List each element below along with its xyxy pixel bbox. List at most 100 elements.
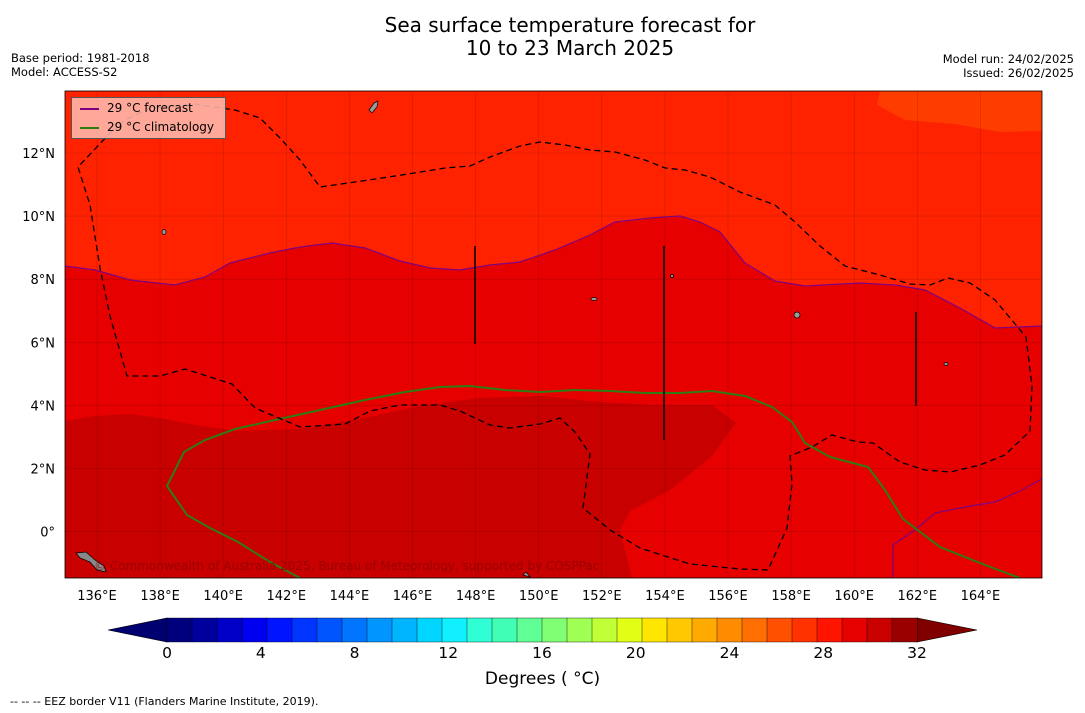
- lon-tick-label: 152°E: [582, 589, 622, 604]
- colorbar-tick-label: 0: [162, 644, 172, 662]
- legend-forecast: 29 °C forecast: [80, 100, 193, 116]
- eez-border: [77, 103, 1033, 571]
- colorbar-swatch: [266, 617, 293, 643]
- colorbar-swatch: [516, 617, 543, 643]
- colorbar-swatch: [166, 617, 193, 643]
- lat-tick-label: 0°: [40, 526, 55, 541]
- model-run-text: Model run: 24/02/2025: [942, 52, 1074, 66]
- colorbar-swatch: [866, 617, 893, 643]
- colorbar-swatch: [466, 617, 493, 643]
- climatology-swatch: [80, 126, 99, 129]
- island: [793, 311, 801, 319]
- colorbar-high-extend: [916, 617, 978, 643]
- lat-tick-label: 10°N: [22, 210, 55, 225]
- colorbar-swatch: [316, 617, 343, 643]
- colorbar-low-extend: [107, 617, 168, 643]
- lon-tick-label: 136°E: [77, 589, 117, 604]
- colorbar-tick-label: 12: [438, 644, 458, 662]
- colorbar: 0 4 8 12 16 20 24 28 32: [107, 617, 978, 662]
- lon-tick-label: 138°E: [140, 589, 180, 604]
- colorbar-swatch: [416, 617, 443, 643]
- map-border: [64, 90, 1043, 579]
- colorbar-swatch: [641, 617, 668, 643]
- colorbar-swatch: [791, 617, 818, 643]
- lon-tick-label: 164°E: [961, 589, 1001, 604]
- colorbar-tick-label: 8: [350, 644, 360, 662]
- colorbar-swatch: [491, 617, 518, 643]
- lon-tick-label: 154°E: [645, 589, 685, 604]
- colorbar-swatch: [691, 617, 718, 643]
- base-period-text: Base period: 1981-2018: [11, 51, 150, 65]
- colorbar-title: Degrees ( °C): [484, 669, 601, 689]
- lat-tick-label: 4°N: [31, 399, 56, 414]
- island: [368, 100, 379, 114]
- forecast-29c-contour: [65, 215, 1042, 329]
- colorbar-swatch: [891, 617, 918, 643]
- island: [670, 274, 674, 278]
- sst-region-27-28: [877, 91, 1042, 132]
- lon-tick-label: 140°E: [203, 589, 243, 604]
- sst-region-29-30-east: [893, 479, 1042, 578]
- forecast-swatch: [80, 107, 99, 110]
- colorbar-tick-label: 4: [256, 644, 266, 662]
- islands: [75, 100, 949, 578]
- colorbar-swatch: [566, 617, 593, 643]
- colorbar-swatch: [191, 617, 218, 643]
- island: [161, 229, 167, 235]
- legend-climatology: 29 °C climatology: [80, 119, 214, 135]
- lat-tick-label: 2°N: [31, 463, 56, 478]
- map-title: Sea surface temperature forecast for 10 …: [0, 14, 1085, 60]
- title-line-2: 10 to 23 March 2025: [465, 36, 675, 60]
- colorbar-swatch: [291, 617, 318, 643]
- lat-tick-label: 6°N: [31, 336, 56, 351]
- lat-tick-label: 12°N: [22, 147, 55, 162]
- colorbar-swatch: [666, 617, 693, 643]
- colorbar-swatch: [741, 617, 768, 643]
- legend-climatology-label: 29 °C climatology: [107, 120, 215, 134]
- title-line-1: Sea surface temperature forecast for: [384, 13, 756, 37]
- island: [75, 551, 107, 573]
- colorbar-tick-label: 32: [907, 644, 927, 662]
- longitude-axis: 136°E 138°E 140°E 142°E 144°E 146°E 148°E 150°E…: [77, 589, 1000, 604]
- map-legend: 29 °C forecast 29 °C climatology: [71, 97, 226, 139]
- eez-footnote: -- -- -- EEZ border V11 (Flanders Marine…: [10, 695, 319, 708]
- colorbar-tick-label: 16: [532, 644, 552, 662]
- colorbar-tick-label: 28: [813, 644, 833, 662]
- colorbar-swatch: [241, 617, 268, 643]
- colorbar-swatch: [341, 617, 368, 643]
- colorbar-swatch: [766, 617, 793, 643]
- colorbar-swatch: [816, 617, 843, 643]
- island: [522, 571, 531, 578]
- lon-tick-label: 148°E: [456, 589, 496, 604]
- colorbar-swatch: [841, 617, 868, 643]
- colorbar-swatch: [541, 617, 568, 643]
- colorbar-tick-label: 24: [720, 644, 740, 662]
- lon-tick-label: 150°E: [519, 589, 559, 604]
- meta-left: Base period: 1981-2018 Model: ACCESS-S2: [11, 51, 150, 79]
- lon-tick-label: 158°E: [771, 589, 811, 604]
- colorbar-swatch: [216, 617, 243, 643]
- colorbar-swatch: [616, 617, 643, 643]
- lon-tick-label: 156°E: [708, 589, 748, 604]
- colorbar-swatch: [366, 617, 393, 643]
- lon-tick-label: 162°E: [898, 589, 938, 604]
- meta-right: Model run: 24/02/2025 Issued: 26/02/2025: [943, 52, 1074, 80]
- issued-text: Issued: 26/02/2025: [963, 66, 1074, 80]
- colorbar-swatch: [591, 617, 618, 643]
- lon-tick-label: 142°E: [267, 589, 307, 604]
- copyright-watermark: © Commonwealth of Australia 2025, Bureau…: [94, 559, 599, 573]
- lon-tick-label: 160°E: [834, 589, 874, 604]
- island: [590, 297, 598, 301]
- map-area: © Commonwealth of Australia 2025, Bureau…: [65, 91, 1042, 578]
- lon-tick-label: 146°E: [393, 589, 433, 604]
- legend-forecast-label: 29 °C forecast: [107, 101, 193, 115]
- latitude-axis: 12°N 10°N 8°N 6°N 4°N 2°N 0°: [22, 147, 55, 541]
- forecast-29c-contour-east: [892, 478, 1042, 578]
- colorbar-swatch: [441, 617, 468, 643]
- model-text: Model: ACCESS-S2: [11, 65, 118, 79]
- lat-tick-label: 8°N: [31, 273, 56, 288]
- climatology-29c-contour: [165, 384, 1021, 578]
- sst-region-30-31: [65, 396, 736, 578]
- colorbar-tick-label: 20: [626, 644, 646, 662]
